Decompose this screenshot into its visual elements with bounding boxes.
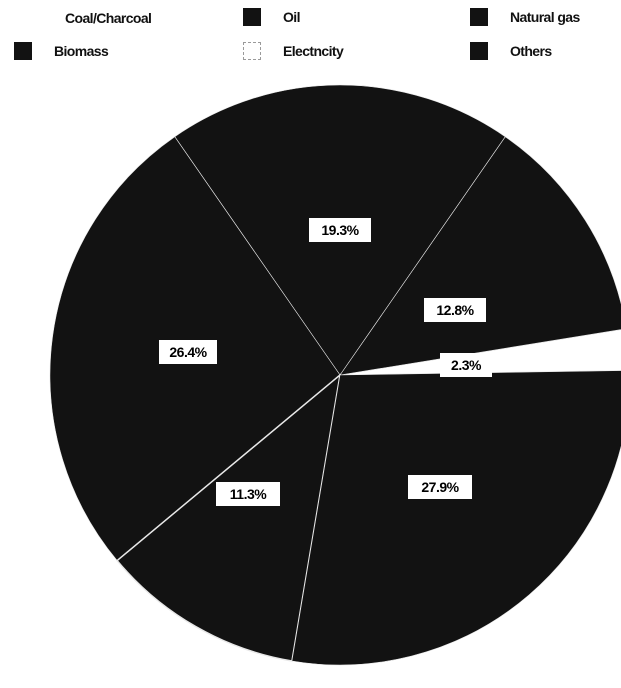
legend-swatch-oil bbox=[243, 8, 261, 26]
legend-item-biomass: Biomass bbox=[14, 42, 109, 60]
slice-label-text: 11.3% bbox=[230, 486, 267, 502]
legend-label-oil: Oil bbox=[283, 9, 300, 25]
slice-label-text: 12.8% bbox=[436, 302, 474, 318]
legend-swatch-others bbox=[470, 42, 488, 60]
slice-label-text: 27.9% bbox=[421, 479, 459, 495]
pie-labels: 19.3% 12.8% 2.3% 27.9% 11.3% 26.4% bbox=[159, 218, 492, 506]
slice-label-box bbox=[216, 482, 280, 506]
slice-label-text: 2.3% bbox=[451, 357, 482, 373]
legend-item-oil: Oil bbox=[243, 8, 300, 26]
slice-label-coal-charcoal: 19.3% bbox=[309, 218, 371, 242]
pie-slice-natural-gas bbox=[339, 329, 621, 376]
legend-item-natural-gas: Natural gas bbox=[470, 8, 580, 26]
legend-label-biomass: Biomass bbox=[54, 43, 109, 59]
slice-label-text: 19.3% bbox=[321, 222, 359, 238]
legend-label-coal-charcoal: Coal/Charcoal bbox=[65, 10, 152, 26]
slice-label-natural-gas: 2.3% bbox=[440, 353, 492, 377]
slice-label-electricity: 11.3% bbox=[216, 482, 280, 506]
legend-item-others: Others bbox=[470, 42, 552, 60]
legend-label-electricity: Electncity bbox=[283, 43, 344, 59]
slice-label-box bbox=[424, 298, 486, 322]
slice-label-box bbox=[440, 353, 492, 377]
legend-item-electricity: Electncity bbox=[243, 42, 344, 60]
slice-label-oil: 12.8% bbox=[424, 298, 486, 322]
slice-label-box bbox=[159, 340, 217, 364]
pie-slice-oil bbox=[339, 136, 621, 376]
legend-swatch-biomass bbox=[14, 42, 32, 60]
legend-label-natural-gas: Natural gas bbox=[510, 9, 580, 25]
chart-legend: Coal/Charcoal Oil Natural gas Biomass El… bbox=[0, 0, 621, 70]
pie-slice-biomass bbox=[291, 370, 621, 666]
slice-label-others: 26.4% bbox=[159, 340, 217, 364]
legend-item-coal-charcoal: Coal/Charcoal bbox=[65, 10, 152, 26]
slice-label-box bbox=[309, 218, 371, 242]
pie-slices bbox=[49, 84, 621, 666]
slice-label-biomass: 27.9% bbox=[408, 475, 472, 499]
slice-label-text: 26.4% bbox=[169, 344, 207, 360]
legend-swatch-electricity bbox=[243, 42, 261, 60]
slice-label-box bbox=[408, 475, 472, 499]
legend-label-others: Others bbox=[510, 43, 552, 59]
pie-slice-electricity bbox=[116, 373, 342, 662]
legend-swatch-natural-gas bbox=[470, 8, 488, 26]
